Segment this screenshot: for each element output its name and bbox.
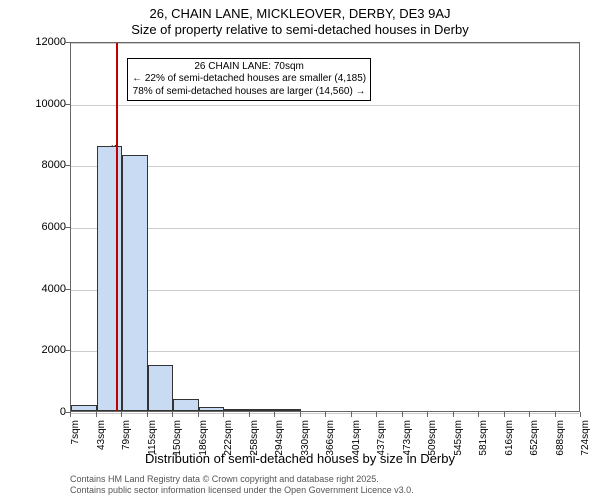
y-tick-label: 6000 — [26, 221, 66, 233]
x-tick-mark — [325, 412, 326, 417]
chart-container: 26, CHAIN LANE, MICKLEOVER, DERBY, DE3 9… — [0, 0, 600, 500]
histogram-bar — [97, 146, 123, 411]
annotation-line: ← 22% of semi-detached houses are smalle… — [132, 73, 366, 86]
annotation-box: 26 CHAIN LANE: 70sqm← 22% of semi-detach… — [127, 58, 371, 102]
x-tick-mark — [121, 412, 122, 417]
x-tick-mark — [70, 412, 71, 417]
y-tick-label: 4000 — [26, 283, 66, 295]
y-tick-label: 2000 — [26, 344, 66, 356]
x-axis-label: Distribution of semi-detached houses by … — [0, 451, 600, 466]
x-tick-mark — [478, 412, 479, 417]
x-tick-mark — [453, 412, 454, 417]
gridline — [71, 43, 579, 44]
y-tick-mark — [65, 42, 70, 43]
y-tick-label: 12000 — [26, 36, 66, 48]
y-tick-mark — [65, 104, 70, 105]
credits-line-1: Contains HM Land Registry data © Crown c… — [70, 474, 414, 485]
x-tick-mark — [223, 412, 224, 417]
x-tick-mark — [96, 412, 97, 417]
histogram-bar — [224, 409, 250, 411]
x-tick-mark — [376, 412, 377, 417]
x-tick-mark — [504, 412, 505, 417]
x-tick-mark — [555, 412, 556, 417]
x-tick-mark — [351, 412, 352, 417]
credits-line-2: Contains public sector information licen… — [70, 485, 414, 496]
annotation-line: 26 CHAIN LANE: 70sqm — [132, 61, 366, 74]
plot-area: 26 CHAIN LANE: 70sqm← 22% of semi-detach… — [70, 42, 580, 412]
histogram-bar — [173, 399, 199, 411]
gridline — [71, 105, 579, 106]
histogram-bar — [199, 407, 225, 411]
histogram-bar — [122, 155, 148, 411]
y-tick-label: 10000 — [26, 98, 66, 110]
x-tick-mark — [402, 412, 403, 417]
chart-title: 26, CHAIN LANE, MICKLEOVER, DERBY, DE3 9… — [0, 6, 600, 21]
y-tick-mark — [65, 289, 70, 290]
x-tick-mark — [300, 412, 301, 417]
y-tick-label: 0 — [26, 406, 66, 418]
x-tick-mark — [529, 412, 530, 417]
chart-subtitle: Size of property relative to semi-detach… — [0, 22, 600, 37]
x-tick-mark — [580, 412, 581, 417]
x-tick-mark — [198, 412, 199, 417]
y-tick-mark — [65, 350, 70, 351]
y-tick-mark — [65, 165, 70, 166]
credits: Contains HM Land Registry data © Crown c… — [70, 474, 414, 496]
histogram-bar — [275, 409, 301, 411]
y-tick-label: 8000 — [26, 159, 66, 171]
x-tick-mark — [172, 412, 173, 417]
x-tick-mark — [274, 412, 275, 417]
x-tick-mark — [249, 412, 250, 417]
histogram-bar — [250, 409, 276, 411]
x-tick-mark — [427, 412, 428, 417]
histogram-bar — [71, 405, 97, 411]
y-tick-mark — [65, 227, 70, 228]
x-tick-mark — [147, 412, 148, 417]
histogram-bar — [148, 365, 174, 411]
annotation-line: 78% of semi-detached houses are larger (… — [132, 86, 366, 99]
property-marker-line — [116, 43, 118, 411]
